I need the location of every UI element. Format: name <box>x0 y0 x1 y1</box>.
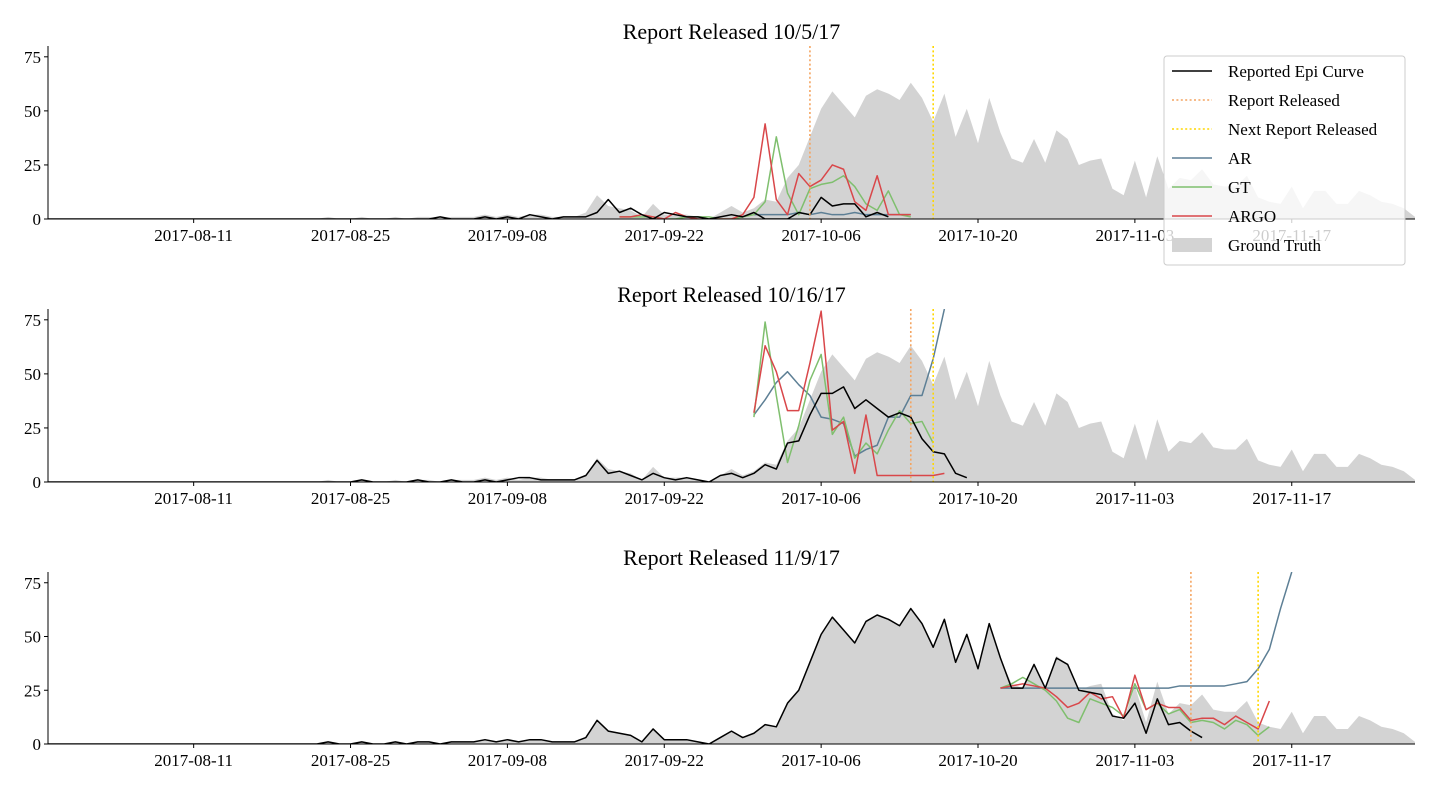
x-tick-label: 2017-10-06 <box>781 489 860 508</box>
ground-truth-area <box>48 608 1415 744</box>
panel-3: Report Released 11/9/17 0 25 50 75 2017-08-11… <box>24 545 1415 770</box>
x-tick-label: 2017-09-22 <box>625 226 704 245</box>
x-tick-label: 2017-08-11 <box>154 226 233 245</box>
argo-line <box>619 123 911 219</box>
x-tick-label: 2017-09-22 <box>625 489 704 508</box>
y-tick-label: 25 <box>24 156 41 175</box>
y-tick-label: 50 <box>24 102 41 121</box>
epi-curve-line <box>48 607 1203 744</box>
x-tick-label: 2017-10-20 <box>938 226 1017 245</box>
epi-curve-line <box>48 196 889 219</box>
legend-label-report: Report Released <box>1228 91 1340 110</box>
y-tick-label: 0 <box>33 210 42 229</box>
panel-title: Report Released 10/16/17 <box>617 282 846 307</box>
y-tick-label: 25 <box>24 419 41 438</box>
x-tick-label: 2017-08-25 <box>311 226 390 245</box>
x-tick-label: 2017-10-20 <box>938 489 1017 508</box>
x-tick-label: 2017-08-11 <box>154 751 233 770</box>
y-tick-label: 0 <box>33 735 42 754</box>
x-tick-label: 2017-08-11 <box>154 489 233 508</box>
legend: Reported Epi Curve Report Released Next Re… <box>1163 55 1406 266</box>
legend-swatch-ground_truth <box>1172 238 1212 252</box>
panel-title: Report Released 11/9/17 <box>623 545 840 570</box>
x-tick-label: 2017-10-06 <box>781 226 860 245</box>
legend-label-ground_truth: Ground Truth <box>1228 236 1322 255</box>
legend-frame <box>1163 55 1406 266</box>
gt-line <box>1000 676 1270 737</box>
x-tick-label: 2017-09-08 <box>468 226 547 245</box>
argo-line <box>753 310 945 477</box>
y-tick-label: 0 <box>33 473 42 492</box>
legend-label-ARGO: ARGO <box>1228 207 1276 226</box>
x-tick-label: 2017-11-17 <box>1252 489 1331 508</box>
legend-label-next_report: Next Report Released <box>1228 120 1378 139</box>
legend-label-epi: Reported Epi Curve <box>1228 62 1364 81</box>
y-tick-label: 75 <box>24 574 41 593</box>
legend-label-GT: GT <box>1228 178 1251 197</box>
ground-truth-area <box>48 82 1415 219</box>
y-tick-label: 75 <box>24 48 41 67</box>
x-tick-label: 2017-08-25 <box>311 751 390 770</box>
x-tick-label: 2017-10-06 <box>781 751 860 770</box>
gt-line <box>619 136 911 219</box>
x-tick-label: 2017-10-20 <box>938 751 1017 770</box>
y-tick-label: 25 <box>24 681 41 700</box>
x-tick-label: 2017-11-03 <box>1096 751 1175 770</box>
epi-curve-line <box>48 386 968 482</box>
y-tick-label: 50 <box>24 628 41 647</box>
x-tick-label: 2017-08-25 <box>311 489 390 508</box>
ar-line <box>1000 572 1293 689</box>
x-tick-label: 2017-09-08 <box>468 751 547 770</box>
x-tick-label: 2017-09-08 <box>468 489 547 508</box>
panel-2: Report Released 10/16/17 0 25 50 75 2017-08-1… <box>24 282 1415 508</box>
legend-label-AR: AR <box>1228 149 1252 168</box>
ground-truth-area <box>48 345 1415 482</box>
panel-title: Report Released 10/5/17 <box>623 19 841 44</box>
y-tick-label: 50 <box>24 365 41 384</box>
x-tick-label: 2017-11-03 <box>1096 489 1175 508</box>
y-tick-label: 75 <box>24 311 41 330</box>
x-tick-label: 2017-11-17 <box>1252 751 1331 770</box>
x-tick-label: 2017-11-03 <box>1096 226 1175 245</box>
x-tick-label: 2017-09-22 <box>625 751 704 770</box>
